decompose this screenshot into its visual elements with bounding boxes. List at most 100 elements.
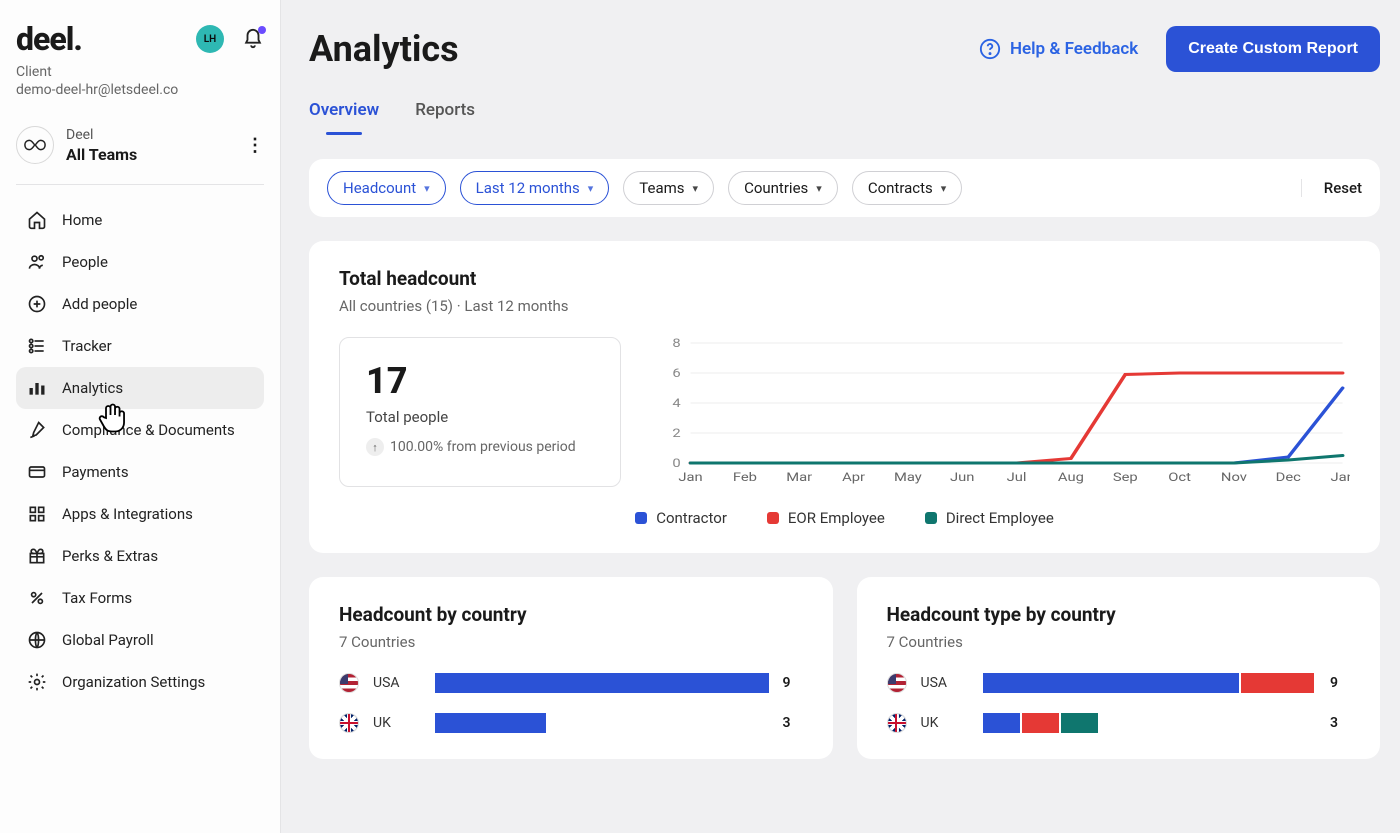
filter-chip-countries[interactable]: Countries▾	[728, 171, 838, 205]
page-title: Analytics	[309, 28, 979, 70]
tab-reports[interactable]: Reports	[415, 100, 475, 134]
avatar[interactable]: LH	[196, 25, 224, 53]
stat-value: 17	[366, 360, 594, 402]
filter-chip-headcount[interactable]: Headcount▾	[327, 171, 446, 205]
delta-text: 100.00% from previous period	[390, 439, 576, 455]
help-feedback-link[interactable]: Help & Feedback	[979, 38, 1138, 60]
nav-label: Organization Settings	[62, 673, 205, 691]
sidebar-item-compliance[interactable]: Compliance & Documents	[16, 409, 264, 451]
svg-text:Dec: Dec	[1276, 471, 1301, 484]
payments-icon	[26, 462, 48, 482]
filter-chips: Headcount▾Last 12 months▾Teams▾Countries…	[327, 171, 962, 205]
nav-label: Payments	[62, 463, 129, 481]
nav-label: Global Payroll	[62, 631, 154, 649]
chevron-down-icon: ▾	[693, 182, 699, 195]
create-report-button[interactable]: Create Custom Report	[1166, 26, 1380, 72]
nav-label: Compliance & Documents	[62, 421, 235, 439]
nav-label: Analytics	[62, 379, 123, 397]
svg-text:Nov: Nov	[1221, 471, 1248, 484]
sidebar-item-tracker[interactable]: Tracker	[16, 325, 264, 367]
tracker-icon	[26, 336, 48, 356]
legend-item: Direct Employee	[925, 509, 1054, 527]
nav-label: People	[62, 253, 108, 271]
tab-overview[interactable]: Overview	[309, 100, 379, 134]
country-row: USA9	[887, 673, 1351, 693]
sidebar-item-apps[interactable]: Apps & Integrations	[16, 493, 264, 535]
svg-text:Jun: Jun	[950, 471, 974, 484]
filter-chip-contracts[interactable]: Contracts▾	[852, 171, 963, 205]
tabs: Overview Reports	[309, 100, 1380, 135]
chip-label: Teams	[639, 179, 684, 197]
country-name: UK	[373, 715, 421, 731]
tax-icon	[26, 588, 48, 608]
logo: deel.	[16, 20, 82, 58]
legend-swatch	[767, 512, 779, 524]
country-row: UK3	[339, 713, 803, 733]
payroll-icon	[26, 630, 48, 650]
stat-delta: ↑ 100.00% from previous period	[366, 438, 594, 456]
nav-label: Home	[62, 211, 102, 229]
nav: Home People Add people Tracker Analytics Comp…	[16, 199, 264, 703]
settings-icon	[26, 672, 48, 692]
filter-chip-teams[interactable]: Teams ▾	[623, 171, 714, 205]
legend-label: Contractor	[656, 509, 727, 527]
chip-label: Last 12 months	[476, 179, 580, 197]
country-row: UK 3	[887, 713, 1351, 733]
legend-item: Contractor	[635, 509, 727, 527]
nav-label: Perks & Extras	[62, 547, 158, 565]
sidebar-item-payments[interactable]: Payments	[16, 451, 264, 493]
card-subtitle: All countries (15) · Last 12 months	[339, 297, 1350, 315]
sidebar-item-payroll[interactable]: Global Payroll	[16, 619, 264, 661]
svg-text:Sep: Sep	[1113, 471, 1138, 484]
country-name: UK	[921, 715, 969, 731]
team-labels: Deel All Teams	[66, 127, 137, 164]
stat-box: 17 Total people ↑ 100.00% from previous …	[339, 337, 621, 487]
sidebar-item-people[interactable]: People	[16, 241, 264, 283]
svg-text:6: 6	[672, 367, 680, 380]
main: Analytics Help & Feedback Create Custom …	[281, 0, 1400, 833]
svg-text:May: May	[894, 471, 922, 484]
filter-chip-last-12-months[interactable]: Last 12 months ▾	[460, 171, 610, 205]
nav-label: Add people	[62, 295, 137, 313]
arrow-up-icon: ↑	[366, 438, 384, 456]
chevron-down-icon: ▾	[816, 182, 822, 195]
headcount-chart: 02468JanFebMarAprMayJunJulAugSepOctNovDe…	[661, 337, 1350, 487]
header: Analytics Help & Feedback Create Custom …	[309, 26, 1380, 72]
sidebar-item-home[interactable]: Home	[16, 199, 264, 241]
row-value: 3	[1330, 715, 1350, 731]
perks-icon	[26, 546, 48, 566]
card-subtitle: 7 Countries	[339, 633, 803, 651]
bar	[983, 673, 1317, 693]
filter-bar: Headcount▾Last 12 months▾Teams▾Countries…	[309, 159, 1380, 217]
bar	[435, 673, 769, 693]
legend-label: Direct Employee	[946, 509, 1054, 527]
sidebar-item-analytics[interactable]: Analytics	[16, 367, 264, 409]
row-value: 9	[783, 675, 803, 691]
brand-row: deel. LH	[16, 20, 264, 58]
svg-text:Feb: Feb	[733, 471, 757, 484]
sidebar-item-tax[interactable]: Tax Forms	[16, 577, 264, 619]
sidebar-item-add[interactable]: Add people	[16, 283, 264, 325]
flag-icon	[887, 713, 907, 733]
team-name: All Teams	[66, 145, 137, 164]
people-icon	[26, 252, 48, 272]
notifications-icon[interactable]	[242, 28, 264, 50]
chevron-down-icon: ▾	[588, 182, 594, 195]
card-title: Headcount type by country	[887, 603, 1351, 626]
reset-button[interactable]: Reset	[1301, 179, 1362, 197]
infinity-icon	[16, 126, 54, 164]
team-selector[interactable]: Deel All Teams ⋮	[16, 126, 264, 185]
chip-label: Contracts	[868, 179, 933, 197]
legend-item: EOR Employee	[767, 509, 885, 527]
sidebar: deel. LH Client demo-deel-hr@letsdeel.co…	[0, 0, 281, 833]
svg-text:Aug: Aug	[1058, 471, 1084, 484]
sidebar-item-settings[interactable]: Organization Settings	[16, 661, 264, 703]
country-row: USA9	[339, 673, 803, 693]
team-more-icon[interactable]: ⋮	[246, 135, 264, 156]
svg-text:Jul: Jul	[1007, 471, 1027, 484]
type-by-country-card: Headcount type by country 7 Countries US…	[857, 577, 1381, 759]
row-value: 9	[1330, 675, 1350, 691]
sidebar-item-perks[interactable]: Perks & Extras	[16, 535, 264, 577]
chip-label: Headcount	[343, 179, 416, 197]
flag-icon	[887, 673, 907, 693]
